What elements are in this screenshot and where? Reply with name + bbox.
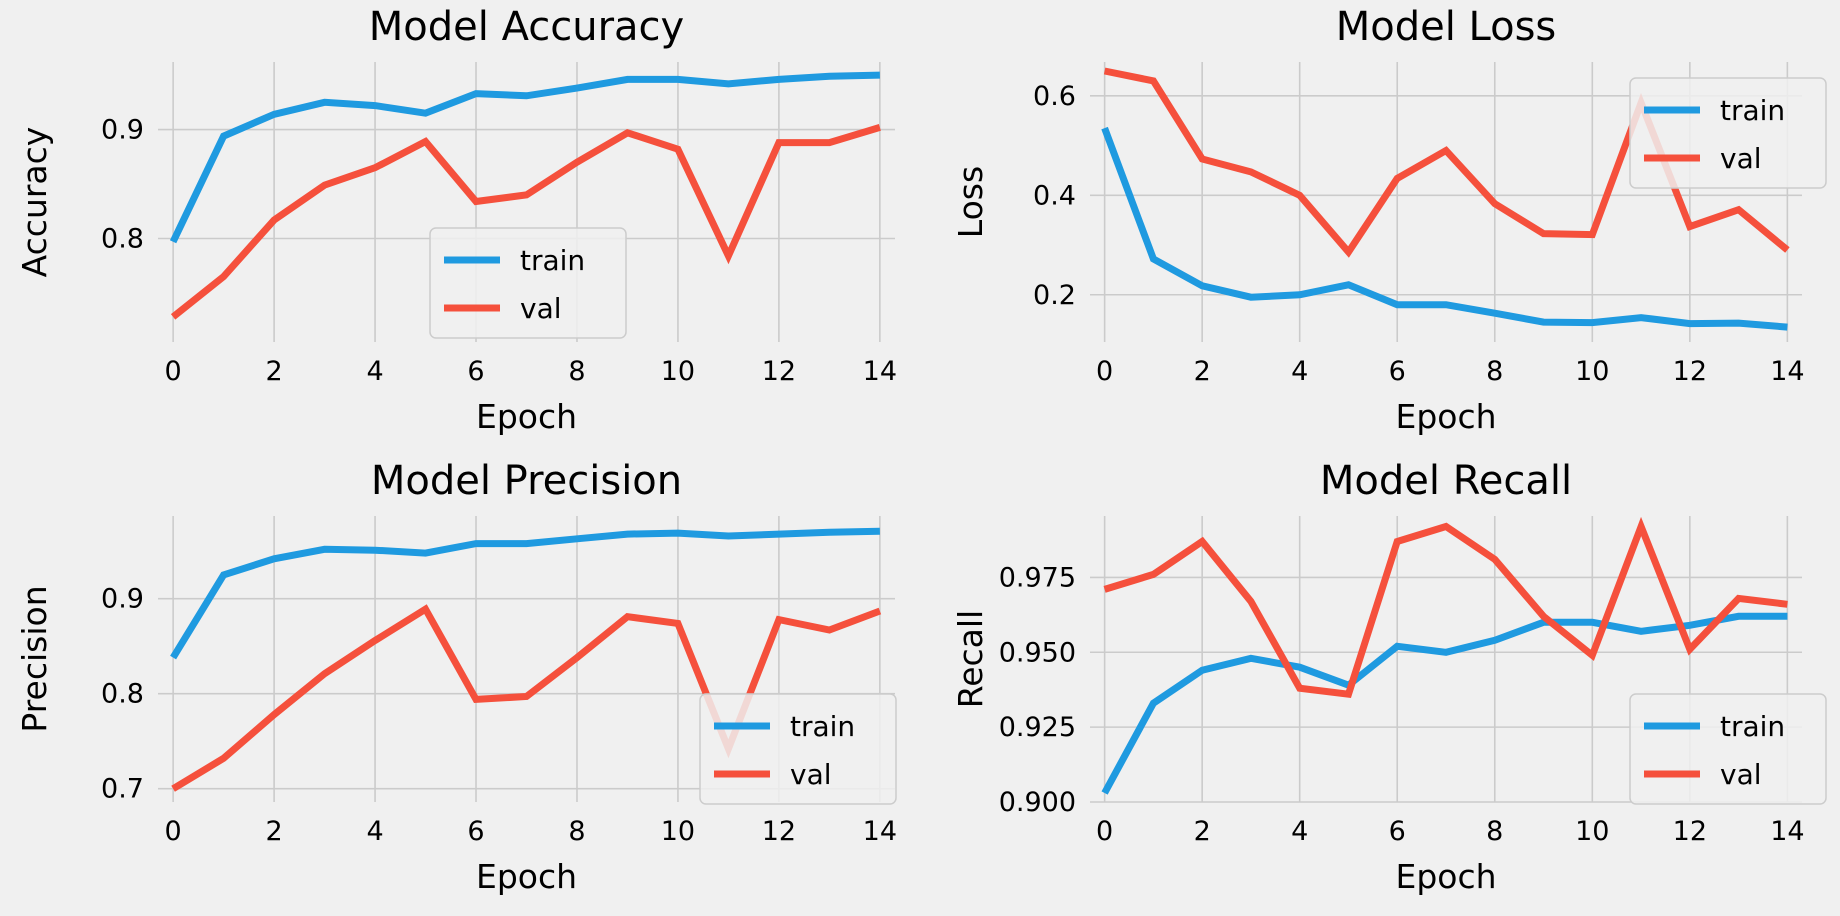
x-tick-label: 6 [1389,356,1406,387]
x-tick-label: 8 [568,356,585,387]
x-tick-label: 4 [1291,816,1308,847]
y-tick-label: 0.8 [101,679,144,710]
series-line-train [169,71,880,244]
x-tick-label: 6 [467,356,484,387]
x-tick-label: 4 [1291,356,1308,387]
series-line-train [170,527,880,660]
y-tick-label: 0.8 [101,223,144,254]
legend-label-train: train [1720,94,1785,127]
x-tick-label: 12 [762,816,796,847]
y-tick-label: 0.7 [101,774,144,805]
y-tick-label: 0.950 [999,637,1076,668]
legend: train val [699,693,897,805]
x-tick-label: 8 [568,816,585,847]
y-tick-label: 0.2 [1033,280,1076,311]
x-tick-label: 8 [1486,356,1503,387]
x-tick-label: 12 [762,356,796,387]
y-tick-label: 0.900 [999,787,1076,818]
legend-label-val: val [790,758,832,791]
x-axis-label: Epoch [1395,857,1496,896]
series-line-val [170,124,881,320]
chart-title: Model Precision [371,458,682,504]
x-tick-label: 4 [366,356,383,387]
y-tick-label: 0.6 [1033,81,1076,112]
legend-label-val: val [1720,142,1762,175]
x-tick-label: 14 [1770,356,1804,387]
subplot-model-recall: 0 2 4 6 8 10 12 14 0.900 0.925 0.950 0.975 Model Rec… [951,458,1827,896]
series-line-val [1103,516,1788,699]
x-tick-label: 2 [266,356,283,387]
y-axis-label: Precision [15,585,54,732]
x-tick-label: 10 [1575,356,1609,387]
x-tick-label: 6 [1389,816,1406,847]
y-tick-label: 0.4 [1033,180,1076,211]
x-tick-label: 14 [863,356,897,387]
x-tick-label: 10 [661,816,695,847]
y-axis-label: Recall [951,610,990,708]
legend-label-train: train [1720,710,1785,743]
x-tick-label: 0 [1096,816,1113,847]
y-axis-label: Loss [951,166,990,238]
x-tick-label: 2 [1194,816,1211,847]
x-tick-label: 8 [1486,816,1503,847]
series-line-train [1101,612,1788,795]
legend: train val [1629,693,1827,805]
subplot-model-precision: 0 2 4 6 8 10 12 14 0.7 0.8 0.9 Model Precision Epoch… [15,458,897,896]
x-axis-label: Epoch [476,397,577,436]
x-tick-label: 10 [1575,816,1609,847]
series-line-train [1101,126,1788,331]
y-tick-label: 0.9 [101,584,144,615]
legend-label-val: val [520,292,562,325]
x-tick-label: 2 [1194,356,1211,387]
x-tick-label: 12 [1673,816,1707,847]
x-axis-label: Epoch [1395,397,1496,436]
legend-label-train: train [790,710,855,743]
x-tick-label: 6 [467,816,484,847]
x-tick-label: 4 [366,816,383,847]
x-tick-label: 0 [165,816,182,847]
y-tick-label: 0.9 [101,115,144,146]
x-tick-label: 0 [1096,356,1113,387]
legend-label-train: train [520,244,585,277]
x-tick-label: 10 [661,356,695,387]
x-tick-label: 12 [1673,356,1707,387]
x-tick-label: 0 [165,356,182,387]
chart-title: Model Recall [1320,458,1572,504]
series-line-val [171,604,882,792]
chart-title: Model Accuracy [369,4,684,50]
x-tick-label: 2 [266,816,283,847]
x-tick-label: 14 [863,816,897,847]
legend-label-val: val [1720,758,1762,791]
subplot-model-loss: 0 2 4 6 8 10 12 14 0.2 0.4 0.6 Model Loss Epoch Loss t… [951,4,1827,436]
x-tick-label: 14 [1770,816,1804,847]
y-tick-label: 0.925 [999,712,1076,743]
subplot-model-accuracy: 0 2 4 6 8 10 12 14 0.8 0.9 Model Accuracy Epoch Accu… [15,4,897,436]
y-axis-label: Accuracy [15,127,54,278]
y-tick-label: 0.975 [999,562,1076,593]
chart-title: Model Loss [1336,4,1557,50]
legend: train val [1629,77,1827,189]
x-axis-label: Epoch [476,857,577,896]
legend: train val [429,227,627,339]
